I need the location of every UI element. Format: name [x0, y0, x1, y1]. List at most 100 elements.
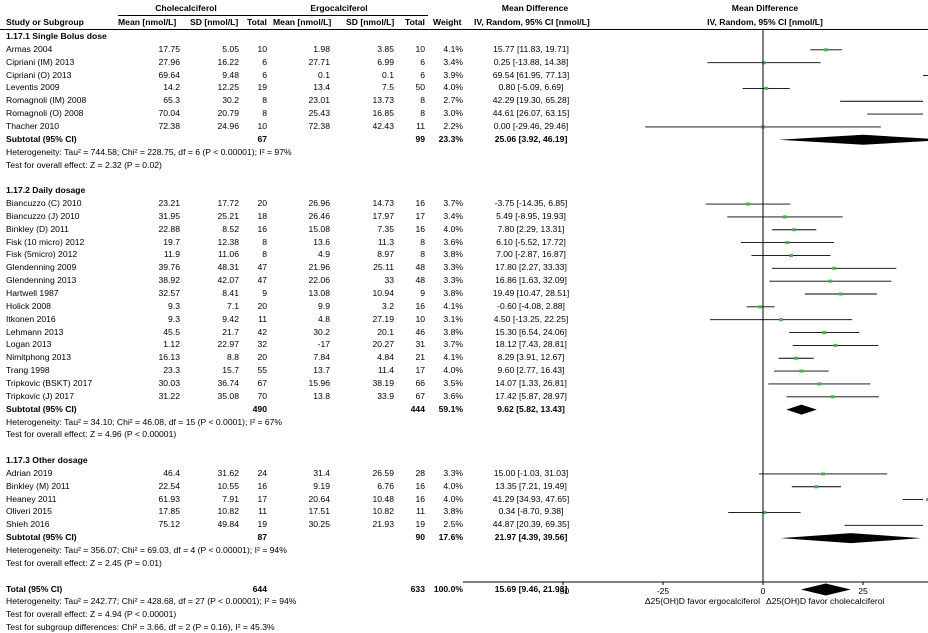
study-n1-value: 8: [262, 236, 267, 247]
study-point-marker: [799, 369, 804, 373]
study-n2-value: 48: [415, 275, 425, 286]
col-total2: Total: [405, 17, 425, 27]
study-n2-value: 16: [415, 300, 425, 311]
study-sd1-value: 11.06: [218, 249, 239, 260]
study-n1-value: 19: [257, 82, 267, 93]
study-ci-value: 42.29 [19.30, 65.28]: [492, 95, 570, 106]
study-m1-value: 69.64: [158, 69, 180, 80]
study-m1-value: 32.57: [158, 288, 180, 298]
study-m1-value: 30.03: [158, 377, 180, 388]
study-sd2-value: 3.85: [377, 43, 394, 54]
study-m1-value: 38.92: [158, 275, 180, 286]
study-point-marker: [824, 48, 829, 52]
study-m2-value: 0.1: [318, 69, 330, 80]
study-n2-value: 6: [420, 69, 425, 80]
study-m2-value: 13.8: [313, 390, 330, 401]
subtotal-ci-value: 21.97 [4.39, 39.56]: [494, 532, 568, 543]
study-ci-value: 14.07 [1.33, 26.81]: [495, 377, 567, 388]
study-w-value: 3.8%: [443, 249, 463, 260]
study-n1-value: 42: [257, 326, 267, 337]
study-label: Cipriani (O) 2013: [6, 69, 72, 80]
study-n1-value: 19: [257, 519, 267, 530]
study-point-marker: [746, 202, 750, 206]
study-ci-value: 16.86 [1.63, 32.09]: [495, 275, 567, 286]
study-w-value: 3.3%: [443, 262, 463, 273]
study-point-marker: [789, 253, 793, 257]
study-sd2-value: 11.4: [377, 365, 394, 376]
study-point-marker: [926, 498, 928, 502]
study-label: Glendenning 2009: [6, 262, 77, 273]
study-n1-value: 16: [257, 223, 267, 234]
subtotal-n1-value: 67: [257, 133, 267, 144]
study-point-marker: [832, 266, 837, 270]
study-sd2-value: 27.19: [372, 313, 394, 324]
study-ci-value: 7.00 [-2.87, 16.87]: [496, 249, 566, 260]
study-w-value: 3.7%: [443, 339, 463, 350]
study-sd2-value: 21.93: [372, 519, 394, 530]
study-label: Holick 2008: [6, 300, 51, 311]
study-n2-value: 17: [415, 210, 425, 221]
study-m1-value: 14.2: [163, 82, 180, 93]
study-m2-value: 13.6: [313, 236, 330, 247]
subtotal-diamond: [778, 134, 928, 145]
study-m1-value: 1.12: [163, 339, 180, 350]
x-tick-label: -50: [556, 586, 570, 596]
study-ci-value: 15.00 [-1.03, 31.03]: [493, 467, 569, 478]
study-n2-value: 16: [415, 480, 425, 491]
study-sd1-value: 25.21: [217, 210, 239, 221]
study-ci-value: 44.87 [20.39, 69.35]: [492, 519, 570, 530]
stat-note: Heterogeneity: Tau² = 744.58; Chi² = 228…: [6, 146, 292, 157]
group1-header: Cholecalciferol: [155, 3, 217, 13]
study-ci-value: 0.80 [-5.09, 6.69]: [498, 82, 564, 93]
study-point-marker: [821, 472, 825, 476]
stat-note: Test for overall effect: Z = 4.94 (P < 0…: [6, 609, 177, 620]
study-point-marker: [822, 331, 827, 335]
study-m1-value: 65.3: [163, 95, 180, 106]
study-n2-value: 16: [415, 493, 425, 504]
study-label: Shieh 2016: [6, 519, 50, 530]
study-point-marker: [779, 318, 783, 322]
study-label: Biancuzzo (C) 2010: [6, 198, 82, 209]
subtotal-ci-value: 9.62 [5.82, 13.43]: [497, 403, 565, 414]
study-m1-value: 27.96: [158, 56, 180, 67]
subtotal-diamond: [786, 404, 817, 415]
study-label: Binkley (M) 2011: [6, 480, 70, 491]
study-label: Armas 2004: [6, 43, 53, 54]
study-n2-value: 16: [415, 198, 425, 209]
study-m2-value: 21.96: [308, 262, 330, 273]
subtotal-label: Subtotal (95% CI): [6, 403, 77, 414]
study-m2-value: 7.84: [313, 352, 330, 363]
study-sd2-value: 10.48: [372, 493, 394, 504]
study-label: Fisk (10 micro) 2012: [6, 236, 85, 247]
study-n2-value: 21: [415, 352, 425, 363]
x-tick-label: 25: [858, 586, 868, 596]
group2-header: Ergocalciferol: [310, 3, 368, 13]
study-n2-value: 17: [415, 365, 425, 376]
study-w-value: 3.3%: [443, 275, 463, 286]
study-sd2-value: 8.97: [377, 249, 394, 260]
study-m2-value: 15.08: [308, 223, 330, 234]
study-w-value: 4.0%: [443, 82, 463, 93]
col-weight: Weight: [433, 17, 462, 27]
forest-plot: [463, 30, 928, 596]
col-mean1: Mean [nmol/L]: [118, 17, 177, 27]
study-sd1-value: 10.82: [217, 506, 239, 517]
study-sd1-value: 9.48: [222, 69, 239, 80]
study-point-marker: [762, 61, 766, 65]
study-n1-value: 8: [262, 108, 267, 119]
study-n2-value: 8: [420, 95, 425, 106]
study-ci-value: 13.35 [7.21, 19.49]: [495, 480, 567, 491]
study-m1-value: 61.93: [158, 493, 180, 504]
study-sd1-value: 36.74: [217, 377, 239, 388]
study-m1-value: 9.3: [168, 313, 180, 324]
study-m2-value: -17: [317, 339, 330, 350]
header-rule: [0, 29, 928, 30]
stat-note: Heterogeneity: Tau² = 242.77; Chi² = 428…: [6, 596, 297, 607]
x-tick-label: -25: [656, 586, 670, 596]
study-ci-value: 15.30 [6.54, 24.06]: [495, 326, 567, 337]
study-sd2-value: 14.73: [372, 198, 394, 209]
study-point-marker: [828, 279, 833, 283]
subtotal-n2-value: 444: [410, 403, 425, 414]
study-point-marker: [830, 395, 835, 399]
study-ci-value: 7.80 [2.29, 13.31]: [497, 223, 565, 234]
